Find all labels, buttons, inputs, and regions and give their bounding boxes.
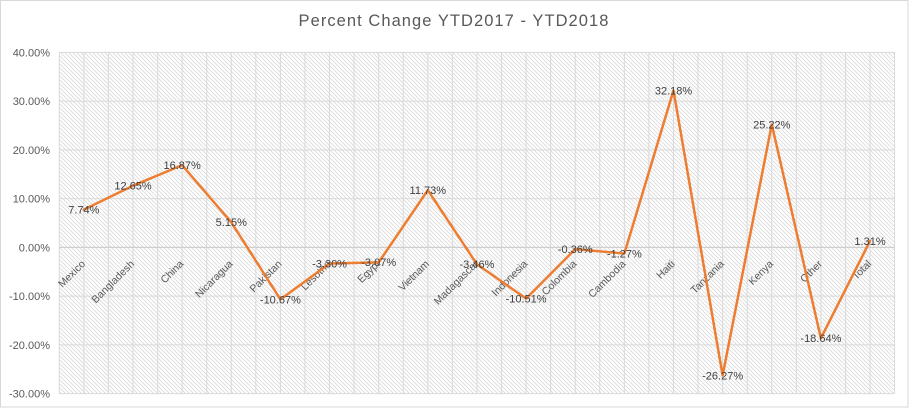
svg-text:40.00%: 40.00% — [13, 47, 51, 59]
svg-text:-3.46%: -3.46% — [460, 259, 495, 271]
svg-text:0.00%: 0.00% — [19, 242, 50, 254]
svg-text:20.00%: 20.00% — [13, 145, 51, 157]
svg-text:-1.27%: -1.27% — [607, 248, 642, 260]
svg-text:-30.00%: -30.00% — [9, 389, 50, 401]
svg-text:-10.67%: -10.67% — [260, 294, 301, 306]
svg-text:-0.36%: -0.36% — [558, 244, 593, 256]
svg-text:-10.00%: -10.00% — [9, 291, 50, 303]
svg-text:12.65%: 12.65% — [114, 181, 152, 193]
svg-text:32.18%: 32.18% — [655, 85, 693, 97]
svg-text:-3.07%: -3.07% — [361, 257, 396, 269]
svg-text:Percent Change YTD2017 - YTD20: Percent Change YTD2017 - YTD2018 — [299, 12, 610, 30]
svg-text:16.87%: 16.87% — [163, 160, 201, 172]
svg-text:30.00%: 30.00% — [13, 96, 51, 108]
svg-text:1.31%: 1.31% — [854, 236, 885, 248]
svg-text:-20.00%: -20.00% — [9, 340, 50, 352]
svg-text:-18.64%: -18.64% — [800, 333, 841, 345]
svg-text:10.00%: 10.00% — [13, 194, 51, 206]
svg-text:7.74%: 7.74% — [68, 205, 99, 217]
svg-text:-26.27%: -26.27% — [702, 370, 743, 382]
svg-text:25.22%: 25.22% — [753, 119, 791, 131]
svg-text:5.15%: 5.15% — [216, 217, 247, 229]
svg-text:-10.51%: -10.51% — [506, 294, 547, 306]
svg-text:11.73%: 11.73% — [410, 185, 447, 197]
svg-text:-3.30%: -3.30% — [312, 258, 347, 270]
